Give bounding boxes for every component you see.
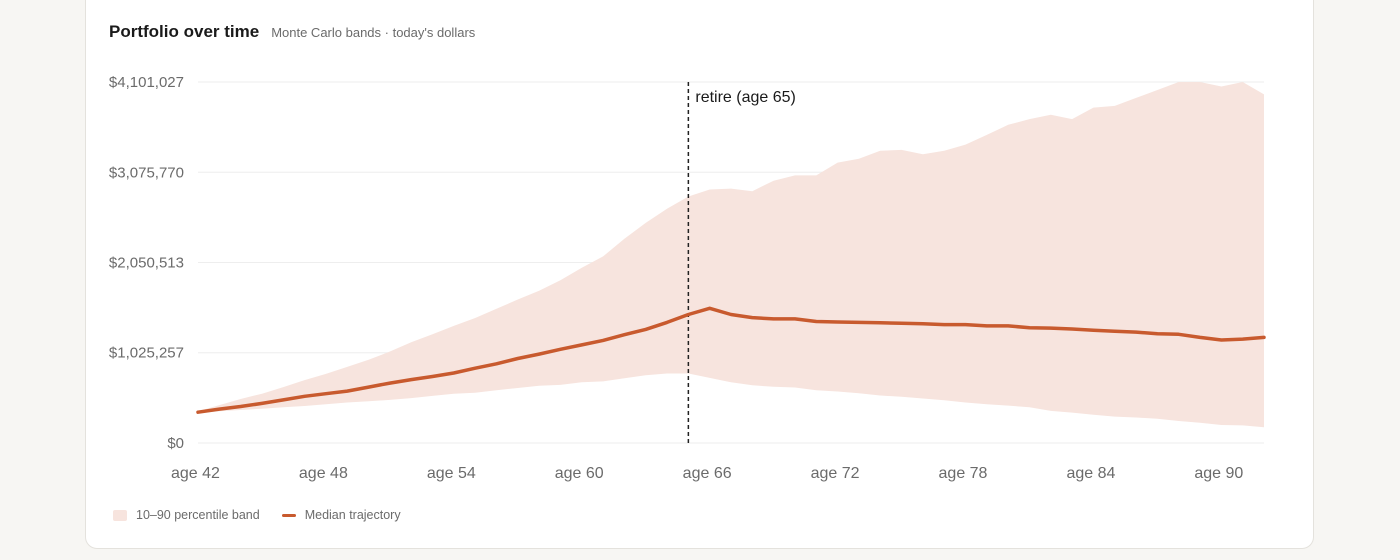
retire-marker-label: retire (age 65) <box>695 89 796 106</box>
y-tick-label-3: $3,075,770 <box>109 164 184 181</box>
x-axis-ticks: age 42 age 48 age 54 age 60 age 66 age 72 age … <box>171 465 1243 482</box>
legend-item-band[interactable]: 10–90 percentile band <box>113 508 260 522</box>
x-tick-label-5: age 72 <box>811 465 860 482</box>
y-tick-label-4: $4,101,027 <box>109 74 184 91</box>
percentile-band <box>198 82 1264 428</box>
chart-subtitle: Monte Carlo bands · today's dollars <box>271 25 476 40</box>
median-layer <box>196 306 1266 414</box>
x-tick-label-7: age 84 <box>1066 465 1115 482</box>
y-tick-label-0: $0 <box>167 435 184 452</box>
y-tick-label-2: $2,050,513 <box>109 255 184 272</box>
annotation-layer: retire (age 65) <box>687 82 796 443</box>
chart-card: Portfolio over time Monte Carlo bands · … <box>85 0 1314 549</box>
x-tick-label-0: age 42 <box>171 465 220 482</box>
band-layer <box>198 82 1264 428</box>
legend-label-band: 10–90 percentile band <box>136 508 260 522</box>
band-swatch <box>113 509 127 521</box>
chart-title: Portfolio over time <box>109 22 260 41</box>
x-tick-label-2: age 54 <box>427 465 476 482</box>
chart-legend: 10–90 percentile band Median trajectory <box>113 508 401 522</box>
x-tick-label-6: age 78 <box>939 465 988 482</box>
portfolio-chart: retire (age 65) $0 $1,025,257 $2,050,513 $3… <box>109 74 1266 482</box>
median-swatch <box>281 513 296 517</box>
legend-item-median[interactable]: Median trajectory <box>281 508 401 522</box>
x-tick-label-1: age 48 <box>299 465 348 482</box>
median-trajectory-line <box>196 306 1266 414</box>
y-axis-ticks: $0 $1,025,257 $2,050,513 $3,075,770 $4,101,0… <box>109 74 184 452</box>
x-tick-label-8: age 90 <box>1194 465 1243 482</box>
chart-header: Portfolio over time Monte Carlo bands · … <box>109 22 475 42</box>
x-tick-label-3: age 60 <box>555 465 604 482</box>
x-tick-label-4: age 66 <box>683 465 732 482</box>
legend-label-median: Median trajectory <box>304 508 401 522</box>
y-tick-label-1: $1,025,257 <box>109 345 184 362</box>
